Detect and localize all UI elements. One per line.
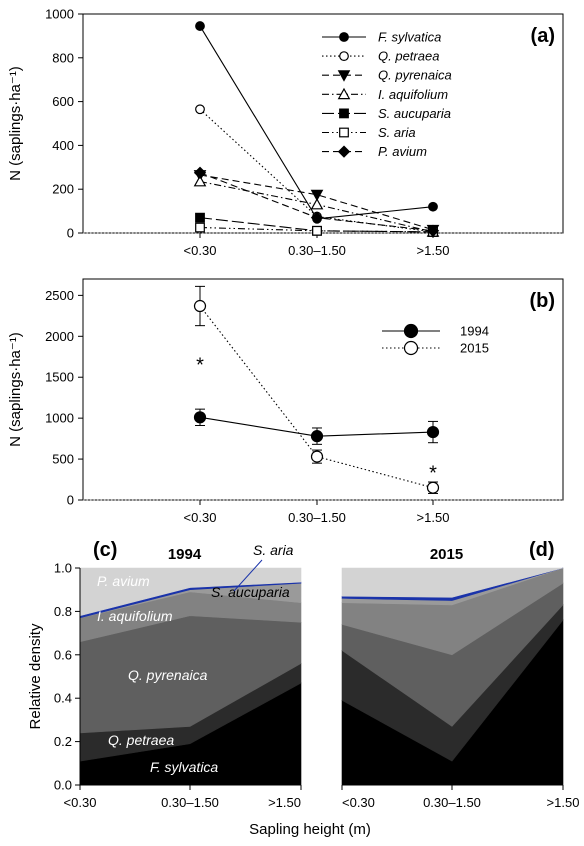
significance-annotation: * [196, 355, 204, 377]
data-point-s-aucuparia [195, 212, 205, 223]
panel-label: (b) [529, 290, 555, 312]
data-point-p-avium [426, 224, 440, 237]
x-tick-label: >1.50 [547, 795, 580, 810]
y-tick-label: 1000 [45, 411, 74, 426]
area-label-q-petraea: Q. petraea [108, 732, 174, 748]
area-label-q-pyrenaica: Q. pyrenaica [128, 667, 208, 683]
y-tick-label: 0.6 [54, 647, 72, 662]
y-axis-label: Relative density [27, 623, 44, 729]
x-tick-label: 0.30–1.50 [288, 243, 346, 258]
legend-label: I. aquifolium [378, 87, 448, 102]
data-point-s-aria [312, 225, 322, 236]
x-tick-label: 0.30–1.50 [423, 795, 481, 810]
label-leader-line [233, 559, 263, 592]
x-tick-label: 0.30–1.50 [288, 510, 346, 525]
legend-label: P. avium [378, 144, 427, 159]
y-tick-label: 0.8 [54, 604, 72, 619]
legend-marker-s-aria [339, 127, 349, 138]
y-tick-label: 2500 [45, 288, 74, 303]
legend-label: F. sylvatica [378, 30, 441, 45]
legend-label: 1994 [460, 324, 489, 339]
data-point-p-avium [193, 166, 207, 179]
data-point-s-aria [195, 222, 205, 233]
legend-label: 2015 [460, 341, 489, 356]
panel-a: 0 200 400 600 800 1000 <0.30 0.30–1.50 >1.50 N (s… [7, 7, 564, 258]
y-tick-label: 0.4 [54, 691, 72, 706]
data-point-2015 [426, 481, 440, 494]
legend-marker-q-pyrenaica [337, 70, 351, 82]
x-tick-label: 0.30–1.50 [161, 795, 219, 810]
x-tick-label: <0.30 [184, 243, 217, 258]
area-label-s-aucuparia: S. aucuparia [211, 584, 290, 600]
panel-b: 0 500 1000 1500 2000 2500 <0.30 0.30–1.50 >1.50 N… [7, 278, 564, 525]
significance-annotation: * [429, 463, 437, 485]
panel-label: (d) [529, 539, 555, 561]
x-tick-label: <0.30 [184, 510, 217, 525]
y-tick-label: 1.0 [54, 561, 72, 576]
x-axis-label: Sapling height (m) [249, 821, 371, 838]
x-tick-label: >1.50 [417, 243, 450, 258]
y-tick-label: 2000 [45, 329, 74, 344]
x-tick-label: <0.30 [342, 795, 375, 810]
y-axis-label: N (saplings·ha⁻¹) [7, 66, 24, 181]
y-tick-label: 0.2 [54, 734, 72, 749]
panel-d: 2015 <0.30 0.30–1.50 >1.50 (d) [341, 539, 580, 810]
data-point-i-aquifolium [193, 174, 207, 187]
data-point-p-avium [310, 211, 324, 224]
y-axis-label: N (saplings·ha⁻¹) [7, 332, 24, 447]
legend-marker-s-aucuparia [339, 108, 349, 119]
y-tick-label: 0 [67, 226, 74, 241]
data-point-1994 [193, 411, 207, 424]
y-tick-label: 0.0 [54, 778, 72, 793]
area-label-p-avium: P. avium [97, 573, 150, 589]
panel-year-title: 2015 [430, 546, 463, 563]
y-tick-label: 1500 [45, 370, 74, 385]
y-tick-label: 500 [52, 452, 74, 467]
area-label-i-aquifolium: I. aquifolium [97, 608, 173, 624]
legend-marker-p-avium [337, 145, 351, 158]
legend-marker-1994 [403, 323, 419, 339]
legend-marker-2015 [403, 340, 419, 356]
data-point-q-pyrenaica [310, 189, 324, 202]
data-point-i-aquifolium [310, 197, 324, 210]
legend-label: S. aucuparia [378, 106, 451, 121]
legend-label: S. aria [378, 125, 416, 140]
panel-year-title: 1994 [168, 546, 202, 563]
legend-marker-f-sylvatica [339, 32, 349, 42]
x-tick-label: >1.50 [268, 795, 301, 810]
legend-marker-q-petraea [339, 51, 349, 61]
data-point-f-sylvatica [195, 21, 205, 31]
y-tick-label: 0 [67, 493, 74, 508]
area-label-f-sylvatica: F. sylvatica [150, 759, 218, 775]
legend-label: Q. petraea [378, 49, 439, 64]
y-tick-label: 200 [52, 182, 74, 197]
legend-marker-i-aquifolium [337, 87, 351, 100]
y-tick-label: 600 [52, 94, 74, 109]
panel-label: (a) [531, 25, 555, 47]
data-point-1994 [310, 430, 324, 443]
y-tick-label: 400 [52, 138, 74, 153]
area-label-s-aria: S. aria [253, 542, 294, 558]
data-point-1994 [426, 425, 440, 439]
legend-label: Q. pyrenaica [378, 68, 452, 83]
panel-label: (c) [93, 539, 117, 561]
data-point-q-petraea [195, 104, 205, 115]
x-tick-label: <0.30 [64, 795, 97, 810]
y-tick-label: 1000 [45, 7, 74, 22]
plot-frame [82, 13, 564, 234]
data-point-2015 [310, 450, 324, 463]
data-point-f-sylvatica [428, 201, 438, 212]
plot-frame [82, 278, 564, 501]
x-tick-label: >1.50 [417, 510, 450, 525]
series-line-q-pyrenaica [199, 174, 434, 231]
area-band-p-avium [341, 567, 564, 598]
y-tick-label: 800 [52, 50, 74, 65]
panel-c: 1994 0.0 0.2 0.4 0.6 0.8 1.0 Relative density <0… [27, 539, 302, 810]
data-point-2015 [193, 299, 207, 313]
